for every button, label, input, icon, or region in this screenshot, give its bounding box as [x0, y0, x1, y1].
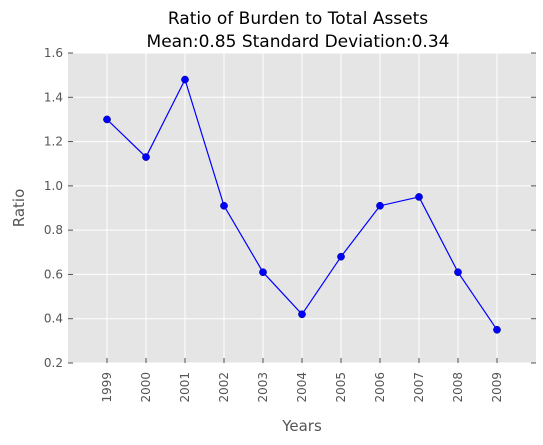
chart-title: Ratio of Burden to Total Assets	[168, 9, 428, 29]
data-point	[142, 153, 150, 161]
y-tick-label: 0.4	[44, 312, 63, 326]
x-tick-label: 2000	[139, 372, 153, 403]
y-axis-label: Ratio	[10, 189, 28, 228]
axis-ticks: 1999 2000 2001 2002 2003 2004 2005 2006 2007 2008…	[44, 46, 536, 403]
y-tick-label: 1.4	[44, 90, 63, 104]
x-tick-label: 2003	[256, 372, 270, 403]
data-point	[337, 252, 345, 261]
x-tick-label: 2004	[295, 372, 309, 403]
data-point	[103, 115, 111, 124]
x-tick-label: 2008	[451, 372, 465, 403]
x-tick-label: 2001	[178, 372, 192, 403]
x-tick-label: 2005	[334, 372, 348, 403]
data-point	[298, 310, 306, 319]
chart-subtitle: Mean:0.85 Standard Deviation:0.34	[147, 32, 450, 52]
data-point	[415, 193, 423, 201]
x-axis-label: Years	[281, 417, 322, 435]
grid-lines	[68, 52, 536, 364]
y-tick-label: 0.2	[44, 356, 63, 370]
x-tick-label: 2002	[217, 372, 231, 403]
y-tick-label: 1.2	[44, 135, 63, 149]
data-point	[259, 268, 267, 277]
series-group	[103, 75, 501, 334]
x-tick-label: 2006	[373, 372, 387, 403]
data-point	[376, 201, 384, 210]
y-tick-label: 0.6	[44, 267, 63, 281]
x-tick-label: 1999	[100, 372, 114, 403]
data-point	[220, 201, 228, 210]
data-point	[181, 75, 189, 84]
x-tick-label: 2007	[412, 372, 426, 403]
data-point	[493, 325, 501, 334]
y-tick-label: 0.8	[44, 223, 63, 237]
y-tick-label: 1.0	[44, 179, 63, 193]
data-point	[454, 268, 462, 277]
x-tick-label: 2009	[490, 372, 504, 403]
y-tick-label: 1.6	[44, 46, 63, 60]
